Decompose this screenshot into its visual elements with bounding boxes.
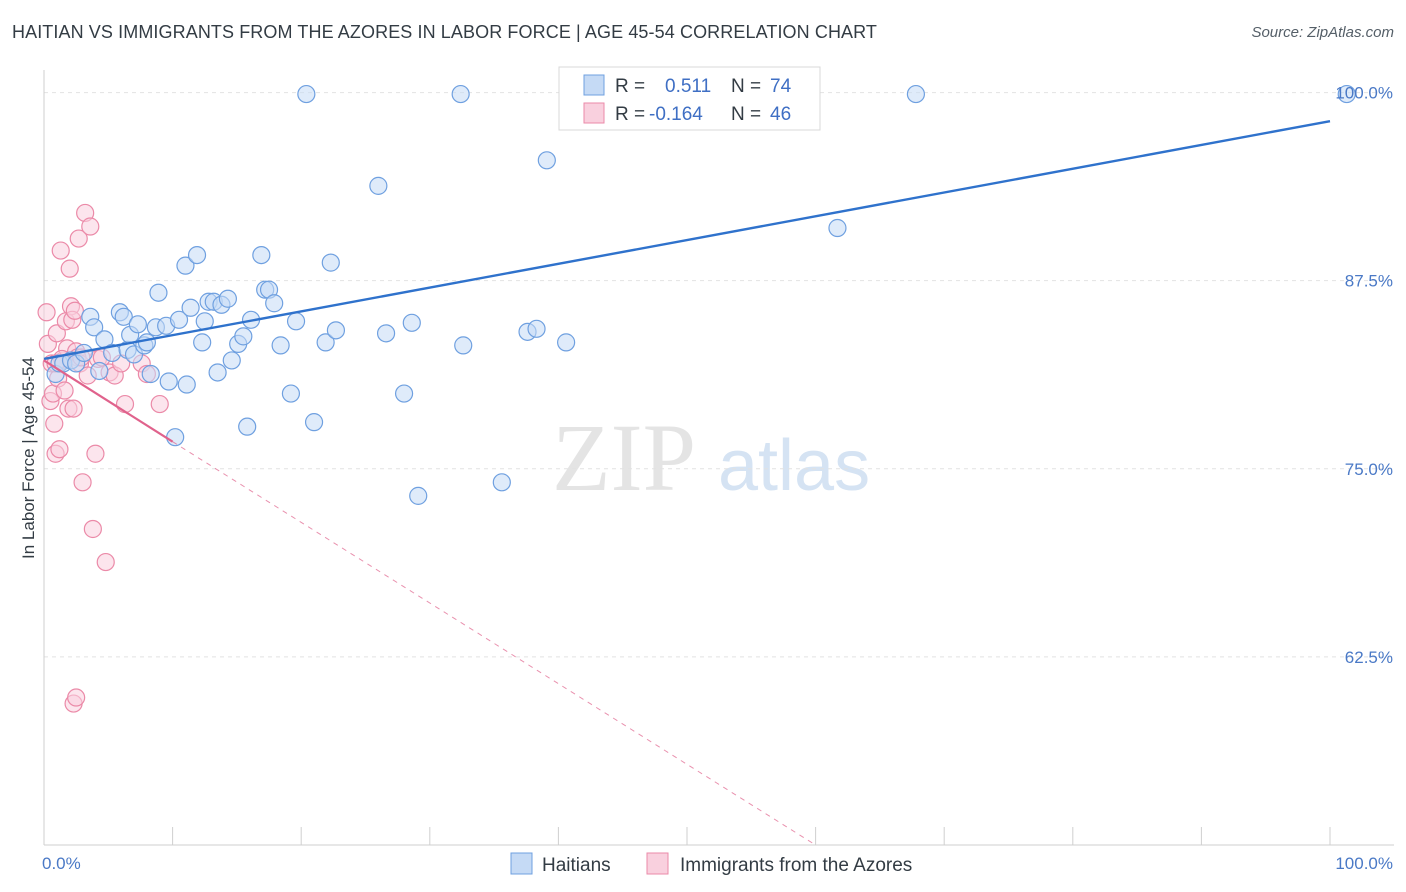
azores-point-19 — [64, 399, 83, 418]
azores-point-20 — [65, 301, 84, 320]
bottom-legend-swatch-azores — [646, 852, 669, 875]
haitian-point-52 — [321, 253, 340, 272]
haitian-point-59 — [451, 84, 470, 104]
haitian-point-37 — [222, 351, 241, 370]
haitian-point-19 — [141, 364, 160, 384]
source-credit: Source: ZipAtlas.com — [1251, 24, 1394, 41]
haitian-point-27 — [177, 375, 196, 394]
haitian-point-40 — [238, 417, 257, 436]
legend-n-value-2: 46 — [770, 104, 791, 125]
haitian-point-23 — [159, 372, 178, 391]
x-tick-label-1: 100.0% — [1335, 854, 1393, 873]
haitian-point-42 — [252, 245, 271, 265]
azores-point-16 — [60, 259, 79, 278]
azores-point-10 — [51, 241, 70, 260]
haitian-point-7 — [85, 318, 104, 337]
chart-title: HAITIAN VS IMMIGRANTS FROM THE AZORES IN… — [12, 22, 878, 42]
trend-lines — [43, 119, 1331, 846]
haitian-point-34 — [208, 363, 227, 382]
tick-labels: 100.0% 87.5% 75.0% 62.5% 0.0% 100.0% — [42, 84, 1393, 873]
x-tick-label-0: 0.0% — [42, 854, 81, 873]
haitian-point-58 — [409, 486, 428, 505]
legend-r-value-1: 0.511 — [665, 76, 711, 97]
haitian-point-25 — [169, 310, 189, 329]
legend-box: R = 0.511 N = 74 R = -0.164 N = 46 — [558, 66, 821, 131]
azores-point-28 — [81, 217, 100, 236]
bottom-legend-swatch-haitians — [510, 852, 533, 875]
haitian-point-65 — [557, 333, 576, 352]
haitian-point-68 — [1337, 84, 1356, 104]
haitian-point-21 — [149, 283, 168, 302]
haitian-point-48 — [286, 312, 306, 331]
haitian-point-45 — [265, 294, 284, 313]
haitian-point-60 — [454, 336, 473, 355]
haitian-point-53 — [326, 321, 346, 340]
haitian-point-29 — [187, 245, 207, 265]
haitian-point-16 — [128, 315, 147, 334]
legend-r-label-1: R = — [615, 76, 645, 97]
axes — [43, 70, 1394, 846]
haitian-point-26 — [176, 256, 195, 275]
legend-r-label-2: R = — [615, 104, 645, 125]
y-tick-label-2: 75.0% — [1345, 460, 1393, 479]
haitian-point-54 — [369, 176, 388, 195]
bottom-legend: Haitians Immigrants from the Azores — [510, 852, 912, 876]
azores-point-23 — [69, 229, 88, 248]
legend-swatch-haitians — [583, 74, 605, 96]
haitian-point-67 — [906, 84, 926, 104]
haitian-point-55 — [376, 324, 396, 343]
azores-point-5 — [45, 414, 64, 433]
legend-n-value-1: 74 — [770, 76, 792, 97]
azores-point-25 — [73, 473, 92, 492]
haitian-point-64 — [537, 151, 556, 170]
bottom-legend-haitians: Haitians — [542, 855, 611, 876]
azores-trend-line — [43, 359, 174, 443]
y-tick-label-1: 87.5% — [1345, 272, 1393, 291]
haitian-trend-line — [43, 119, 1331, 361]
haitian-point-18 — [137, 333, 156, 352]
azores-point-7 — [47, 324, 66, 343]
y-tick-label-3: 62.5% — [1345, 648, 1393, 667]
y-tick-label-0: 100.0% — [1335, 84, 1393, 103]
haitian-points — [46, 84, 1356, 505]
haitian-point-51 — [316, 333, 335, 352]
haitian-point-8 — [90, 361, 109, 381]
legend-n-label-2: N = — [731, 104, 761, 125]
azores-point-33 — [96, 552, 115, 572]
haitian-point-66 — [828, 218, 847, 238]
legend-n-label-1: N = — [731, 76, 761, 97]
haitian-point-28 — [181, 298, 200, 317]
haitian-point-50 — [304, 413, 324, 432]
haitian-point-39 — [234, 327, 253, 346]
azores-point-0 — [37, 303, 56, 322]
azores-point-30 — [86, 444, 105, 463]
azores-trend-extension — [172, 441, 816, 846]
bottom-legend-azores: Immigrants from the Azores — [680, 855, 912, 876]
legend-swatch-azores — [583, 102, 605, 124]
haitian-point-30 — [193, 333, 212, 352]
haitian-point-47 — [281, 384, 301, 403]
haitian-point-56 — [394, 384, 414, 403]
azores-point-42 — [67, 688, 86, 707]
azores-point-9 — [50, 440, 69, 459]
legend-r-value-2: -0.164 — [649, 104, 703, 125]
haitian-point-49 — [297, 84, 316, 104]
watermark-atlas: atlas — [718, 426, 870, 506]
azores-point-40 — [150, 394, 169, 414]
haitian-point-36 — [218, 289, 237, 308]
haitian-point-46 — [271, 336, 290, 355]
azores-point-29 — [83, 519, 102, 539]
haitian-point-61 — [492, 473, 511, 492]
y-axis-label: In Labor Force | Age 45-54 — [19, 357, 38, 559]
azores-point-37 — [115, 394, 135, 414]
haitian-point-57 — [402, 313, 421, 332]
haitian-point-12 — [114, 307, 133, 326]
azores-point-12 — [55, 381, 74, 400]
watermark-zip: ZIP — [552, 404, 696, 511]
grid-lines — [44, 92, 1394, 658]
haitian-point-63 — [527, 319, 546, 338]
